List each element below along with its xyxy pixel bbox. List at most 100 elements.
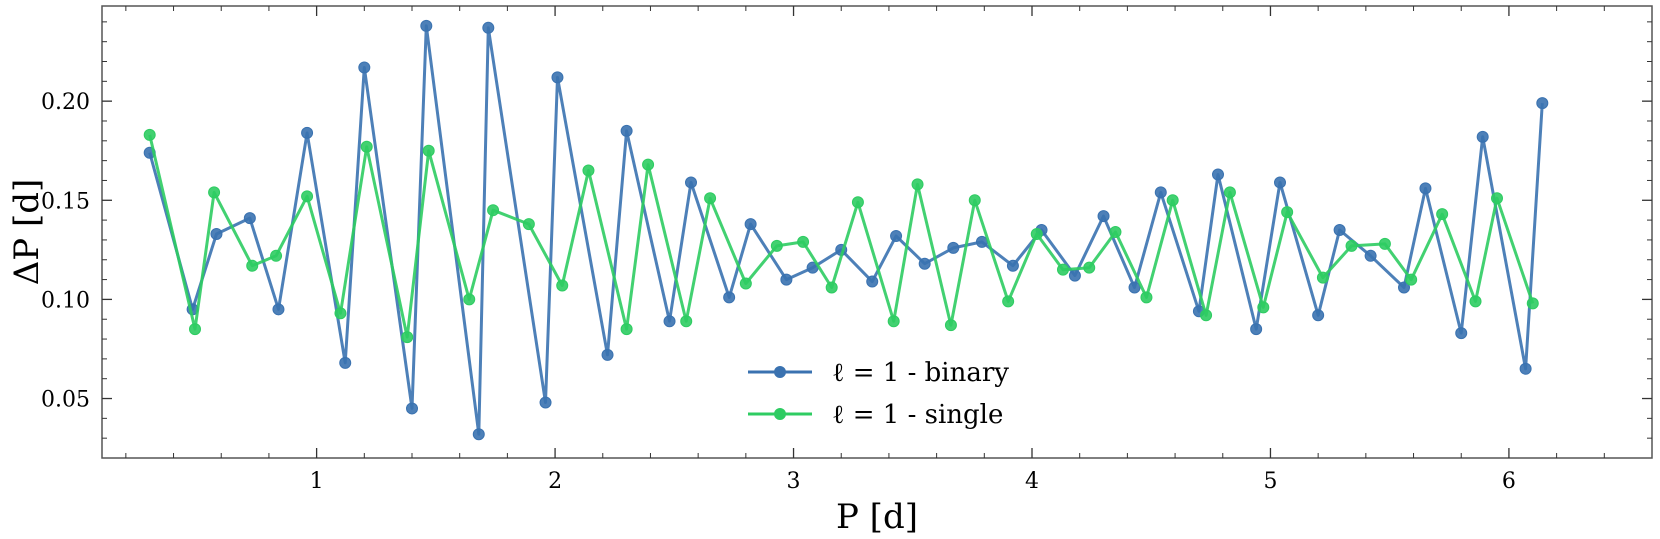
data-point [1491, 192, 1503, 205]
legend-label: ℓ = 1 - single [832, 400, 1003, 430]
data-point [1455, 327, 1468, 340]
data-point [1274, 176, 1286, 189]
legend-marker [774, 366, 786, 378]
data-point [360, 140, 373, 153]
axis-ticks [102, 6, 1652, 458]
data-point [301, 190, 314, 203]
data-point [551, 71, 564, 84]
data-point [1378, 237, 1391, 250]
x-tick-labels: 1 2 3 4 5 6 [310, 469, 1516, 494]
data-point [739, 277, 752, 290]
plot-area [101, 5, 1653, 459]
data-point [1068, 269, 1081, 282]
data-point [944, 319, 957, 332]
series-layer [143, 19, 1549, 441]
data-point [1436, 208, 1449, 221]
legend-label: ℓ = 1 - binary [832, 358, 1009, 388]
data-point [851, 196, 864, 209]
data-point [1316, 271, 1329, 284]
x-tick-label: 5 [1263, 469, 1277, 494]
data-point [246, 259, 259, 272]
x-tick-label: 1 [310, 469, 324, 494]
data-point [911, 178, 924, 191]
data-point [208, 186, 221, 199]
data-point [1398, 281, 1410, 294]
data-point [1469, 295, 1482, 308]
x-axis-label: P [d] [836, 497, 918, 537]
data-point [1128, 281, 1141, 294]
data-point [620, 323, 633, 336]
data-point [1057, 263, 1069, 276]
data-point [556, 279, 569, 292]
x-tick-label: 6 [1502, 469, 1516, 494]
data-point [420, 19, 433, 32]
data-point [1083, 261, 1096, 274]
data-point [339, 356, 352, 369]
data-point [1333, 224, 1346, 237]
data-point [1109, 226, 1122, 238]
data-point [723, 291, 736, 304]
data-point [890, 229, 903, 242]
legend: ℓ = 1 - binary ℓ = 1 - single [748, 358, 1009, 430]
data-point [797, 235, 810, 248]
data-point [744, 218, 757, 231]
data-point [210, 227, 223, 240]
data-point [825, 281, 838, 294]
y-axis-label: ΔP [d] [7, 179, 47, 286]
data-point [601, 348, 614, 361]
data-point [1166, 194, 1179, 207]
data-point [1223, 186, 1236, 199]
data-point [780, 273, 793, 286]
data-point [1154, 186, 1167, 199]
data-point [1006, 259, 1019, 272]
data-point [1002, 295, 1015, 308]
data-point [1097, 210, 1110, 223]
data-point [1519, 362, 1532, 375]
y-tick-label: 0.05 [41, 388, 90, 413]
data-point [487, 204, 500, 217]
data-point [243, 212, 256, 225]
data-point [1212, 168, 1224, 181]
data-point [1405, 273, 1418, 286]
x-tick-label: 4 [1025, 469, 1039, 494]
y-tick-label: 0.20 [41, 90, 90, 115]
data-point [401, 331, 414, 344]
data-point [620, 124, 633, 137]
data-point [704, 192, 717, 205]
data-point [1030, 227, 1043, 240]
data-point [1345, 239, 1358, 252]
data-point [866, 275, 879, 288]
data-point [1364, 249, 1377, 262]
data-point [582, 164, 595, 177]
data-point [189, 323, 201, 336]
series-single [143, 128, 1539, 344]
data-point [1200, 309, 1213, 322]
data-point [663, 315, 676, 328]
data-point [482, 21, 495, 34]
y-tick-labels: 0.05 0.10 0.15 0.20 [41, 90, 90, 412]
data-point [1250, 323, 1263, 336]
data-point [1140, 291, 1153, 304]
plot-frame [101, 5, 1653, 459]
data-point [1476, 130, 1489, 143]
data-point [1257, 301, 1270, 314]
data-point [406, 402, 418, 415]
data-point [301, 126, 314, 139]
y-tick-label: 0.15 [41, 189, 90, 214]
data-point [1281, 206, 1294, 219]
data-point [1312, 309, 1325, 322]
data-point [358, 61, 371, 74]
data-point [472, 428, 485, 441]
data-point [539, 396, 552, 409]
data-point [1419, 182, 1432, 195]
data-point [770, 239, 783, 252]
x-tick-label: 2 [548, 469, 562, 494]
y-tick-label: 0.10 [41, 288, 90, 313]
data-point [272, 303, 285, 316]
data-point [463, 293, 476, 306]
data-point [918, 257, 931, 270]
x-tick-label: 3 [787, 469, 801, 494]
data-point [680, 315, 693, 328]
data-point [422, 144, 435, 157]
